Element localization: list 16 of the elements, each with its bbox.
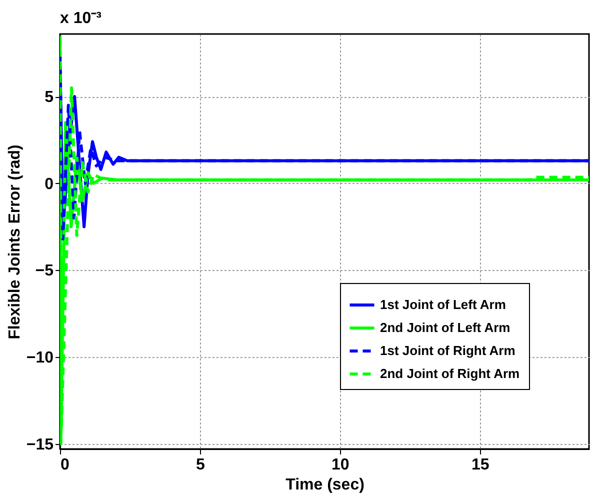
y-tick-label: −10 — [26, 349, 54, 366]
x-tick-label: 10 — [331, 456, 350, 474]
y-tick-label: −15 — [26, 436, 54, 454]
legend-label: 1st Joint of Right Arm — [380, 343, 516, 358]
legend-label: 2nd Joint of Left Arm — [380, 320, 510, 335]
y-tick-label: 5 — [44, 89, 54, 106]
y-tick-label: −5 — [35, 262, 54, 280]
legend-label: 2nd Joint of Right Arm — [380, 366, 520, 381]
x-tick-label: 0 — [60, 456, 70, 474]
x-axis-title: Time (sec) — [286, 476, 364, 494]
text: x 10⁻³ — [60, 10, 102, 27]
y-tick-label: 0 — [44, 176, 54, 193]
x-tick-label: 5 — [196, 456, 205, 474]
x-tick-label: 15 — [471, 456, 490, 474]
legend-label: 1st Joint of Left Arm — [380, 297, 506, 312]
y-axis-title: Flexible Joints Error (rad) — [6, 144, 24, 340]
